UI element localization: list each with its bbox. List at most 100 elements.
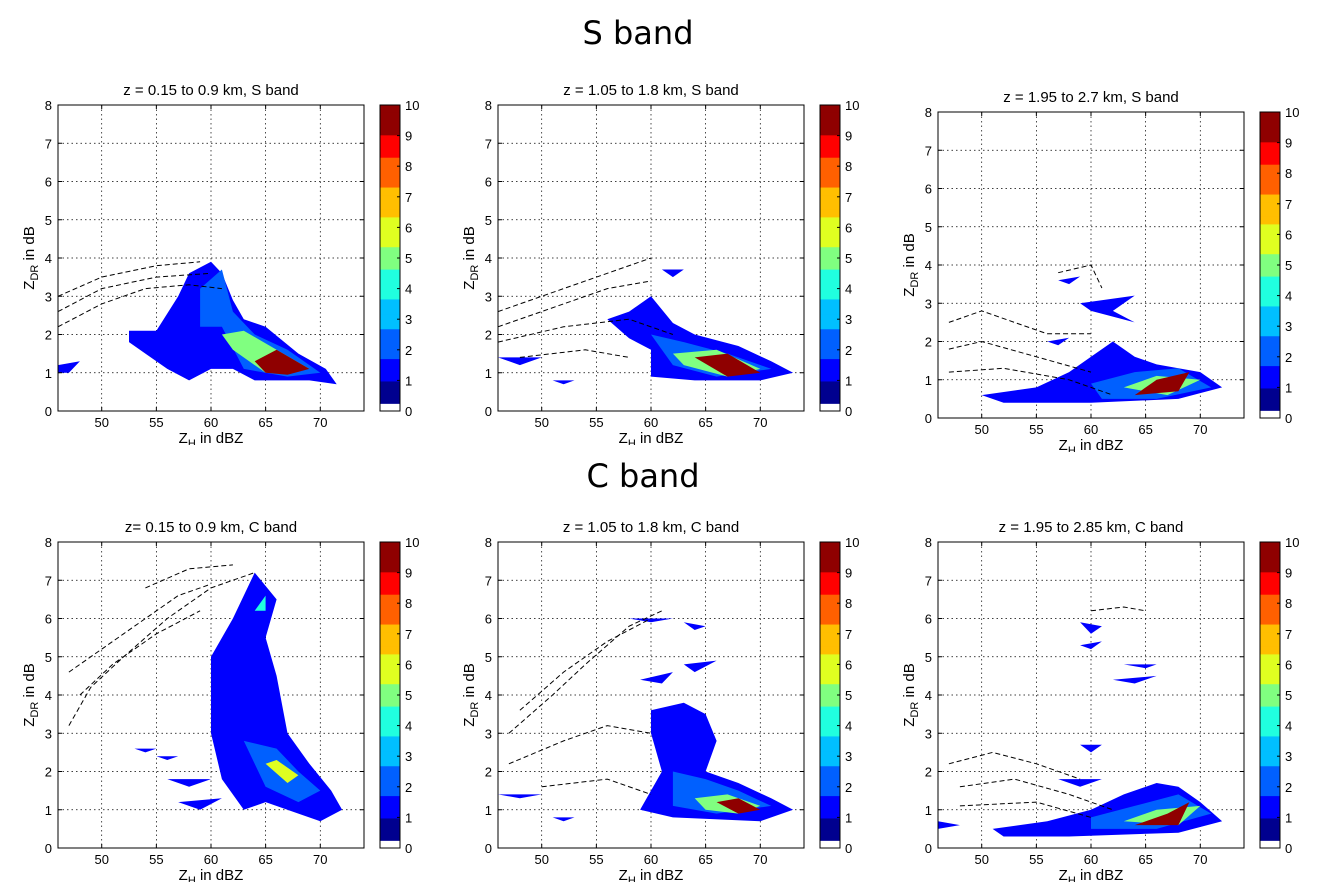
colorbar-segment	[1260, 817, 1280, 826]
colorbar-segment	[820, 795, 840, 804]
dashed-contour	[948, 751, 1081, 780]
filled-contour	[211, 572, 343, 822]
x-tick-label: 50	[534, 852, 548, 867]
y-tick-label: 5	[45, 650, 52, 665]
colorbar-segment	[1260, 373, 1280, 382]
colorbar-segment	[820, 276, 840, 285]
filled-contour	[640, 672, 673, 684]
colorbar-segment	[820, 261, 840, 270]
colorbar-segment	[1260, 594, 1280, 603]
colorbar-segment	[380, 112, 400, 121]
y-tick-label: 1	[45, 366, 52, 381]
colorbar-tick-label: 5	[1285, 258, 1292, 273]
colorbar-segment	[380, 261, 400, 270]
y-tick-label: 0	[485, 841, 492, 856]
colorbar-segment	[380, 780, 400, 789]
colorbar-segment	[820, 284, 840, 292]
filled-contour	[265, 760, 299, 783]
x-axis-label: ZH in dBZ	[619, 867, 684, 882]
colorbar-segment	[380, 832, 400, 841]
colorbar-segment	[380, 556, 400, 565]
y-tick-label: 7	[925, 143, 932, 158]
filled-contour	[1058, 779, 1102, 787]
colorbar-segment	[380, 609, 400, 618]
y-tick-label: 0	[45, 841, 52, 856]
colorbar-segment	[380, 571, 400, 580]
colorbar-tick-label: 2	[405, 780, 412, 795]
colorbar-segment	[380, 313, 400, 322]
colorbar-segment	[820, 395, 840, 404]
colorbar-segment	[1260, 134, 1280, 143]
x-tick-label: 50	[974, 422, 988, 437]
y-tick-label: 5	[925, 650, 932, 665]
colorbar-segment	[820, 231, 840, 240]
y-tick-label: 2	[925, 335, 932, 350]
colorbar-segment	[380, 743, 400, 752]
colorbar-segment	[1260, 112, 1280, 120]
colorbar-segment	[380, 172, 400, 181]
dashed-contour	[68, 583, 212, 673]
colorbar-segment	[820, 164, 840, 173]
colorbar-segment	[1260, 586, 1280, 595]
colorbar-segment	[380, 246, 400, 255]
y-tick-label: 3	[925, 296, 932, 311]
colorbar-segment	[380, 795, 400, 804]
colorbar-segment	[820, 343, 840, 352]
colorbar-segment	[1260, 549, 1280, 558]
colorbar-segment	[1260, 179, 1280, 188]
y-tick-label: 3	[485, 726, 492, 741]
y-tick-label: 8	[485, 535, 492, 550]
colorbar-tick-label: 2	[845, 780, 852, 795]
colorbar-segment	[820, 142, 840, 151]
colorbar-segment	[380, 586, 400, 595]
y-tick-label: 6	[485, 612, 492, 627]
filled-contour	[1080, 622, 1102, 634]
colorbar-segment	[1260, 395, 1280, 404]
filled-contour	[1080, 744, 1102, 753]
x-tick-label: 65	[698, 852, 712, 867]
y-tick-label: 4	[925, 258, 932, 273]
y-tick-label: 2	[45, 328, 52, 343]
y-tick-label: 1	[45, 803, 52, 818]
colorbar-segment	[820, 336, 840, 345]
colorbar-segment	[820, 246, 840, 255]
colorbar-segment	[1260, 298, 1280, 307]
colorbar-segment	[1260, 410, 1280, 418]
filled-contour	[254, 595, 266, 611]
colorbar-segment	[380, 817, 400, 826]
filled-contour	[498, 794, 542, 799]
colorbar-tick-label: 1	[405, 810, 412, 825]
colorbar-segment	[1260, 291, 1280, 299]
colorbar-segment	[820, 631, 840, 640]
colorbar-segment	[1260, 646, 1280, 655]
colorbar-segment	[820, 351, 840, 360]
colorbar-tick-label: 2	[1285, 780, 1292, 795]
filled-contour	[683, 622, 706, 630]
colorbar-tick-label: 1	[1285, 810, 1292, 825]
colorbar-segment	[380, 403, 400, 411]
y-tick-label: 2	[925, 765, 932, 780]
x-tick-label: 70	[313, 415, 327, 430]
colorbar-tick-label: 9	[1285, 136, 1292, 151]
colorbar-segment	[1260, 728, 1280, 737]
colorbar-segment	[380, 638, 400, 647]
dashed-contour	[57, 272, 212, 313]
y-tick-label: 5	[485, 650, 492, 665]
x-axis-label: ZH in dBZ	[179, 867, 244, 882]
y-tick-label: 5	[485, 213, 492, 228]
colorbar-segment	[820, 721, 840, 729]
colorbar-segment	[1260, 624, 1280, 633]
colorbar-segment	[380, 321, 400, 330]
colorbar-segment	[1260, 149, 1280, 158]
colorbar-segment	[820, 706, 840, 715]
x-tick-label: 55	[149, 415, 163, 430]
colorbar-segment	[820, 373, 840, 382]
colorbar-segment	[820, 298, 840, 307]
filled-contour	[552, 380, 575, 385]
filled-contour	[716, 798, 761, 814]
colorbar-segment	[1260, 156, 1280, 165]
colorbar-segment	[1260, 380, 1280, 389]
colorbar-segment	[1260, 564, 1280, 573]
filled-contour	[134, 748, 157, 753]
